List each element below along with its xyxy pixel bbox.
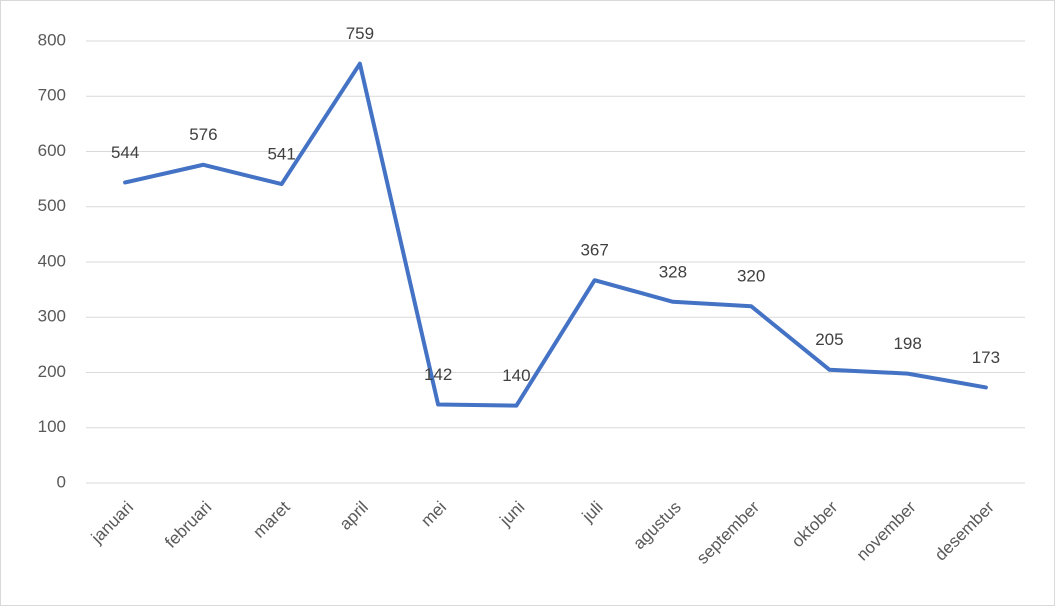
y-tick-label: 100 xyxy=(38,417,66,436)
value-label: 140 xyxy=(502,366,530,385)
y-tick-label: 800 xyxy=(38,30,66,49)
value-label: 173 xyxy=(972,348,1000,367)
y-tick-label: 300 xyxy=(38,307,66,326)
value-label: 759 xyxy=(346,24,374,43)
value-label: 198 xyxy=(893,334,921,353)
value-label: 142 xyxy=(424,365,452,384)
value-label: 544 xyxy=(111,143,139,162)
value-label: 367 xyxy=(580,241,608,260)
y-tick-label: 200 xyxy=(38,362,66,381)
y-tick-label: 400 xyxy=(38,251,66,270)
value-label: 320 xyxy=(737,267,765,286)
value-label: 541 xyxy=(267,145,295,164)
y-tick-label: 600 xyxy=(38,141,66,160)
y-tick-label: 0 xyxy=(57,472,66,491)
value-label: 576 xyxy=(189,125,217,144)
chart: 0100200300400500600700800januarifebruari… xyxy=(0,0,1055,606)
value-label: 328 xyxy=(659,262,687,281)
y-tick-label: 500 xyxy=(38,196,66,215)
value-label: 205 xyxy=(815,330,843,349)
y-tick-label: 700 xyxy=(38,86,66,105)
